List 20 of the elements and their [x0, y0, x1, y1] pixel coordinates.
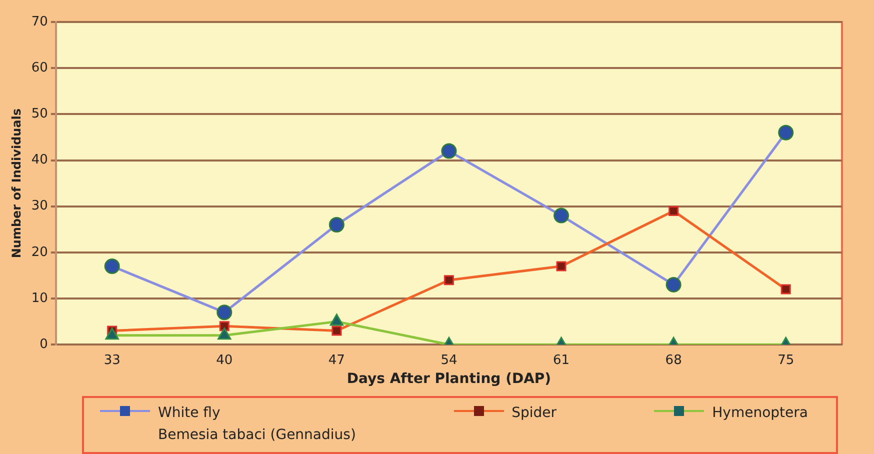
y-tick-label: 30	[31, 198, 48, 214]
x-tick-label: 68	[665, 352, 682, 368]
x-axis-title: Days After Planting (DAP)	[346, 371, 552, 388]
y-tick-label: 70	[31, 14, 48, 30]
legend-label: Hymenoptera	[712, 404, 808, 423]
x-tick-label: 40	[216, 352, 233, 368]
x-tick-label: 75	[778, 352, 794, 368]
y-tick-label: 20	[31, 244, 48, 260]
y-tick-label: 40	[31, 152, 48, 168]
y-tick-label: 0	[40, 336, 48, 352]
x-tick-label: 61	[552, 352, 570, 368]
y-tick-label: 60	[31, 60, 48, 76]
y-tick-label: 50	[31, 106, 48, 122]
legend-label: Spider	[512, 404, 556, 423]
x-tick-label: 54	[440, 352, 458, 368]
y-tick-label: 10	[31, 290, 48, 306]
x-tick-label: 47	[328, 352, 345, 368]
y-axis-title: Number of Individuals	[9, 108, 24, 258]
x-tick-label: 33	[104, 352, 120, 368]
legend-label: White fly Bemesia tabaci (Gennadius)	[158, 404, 356, 445]
